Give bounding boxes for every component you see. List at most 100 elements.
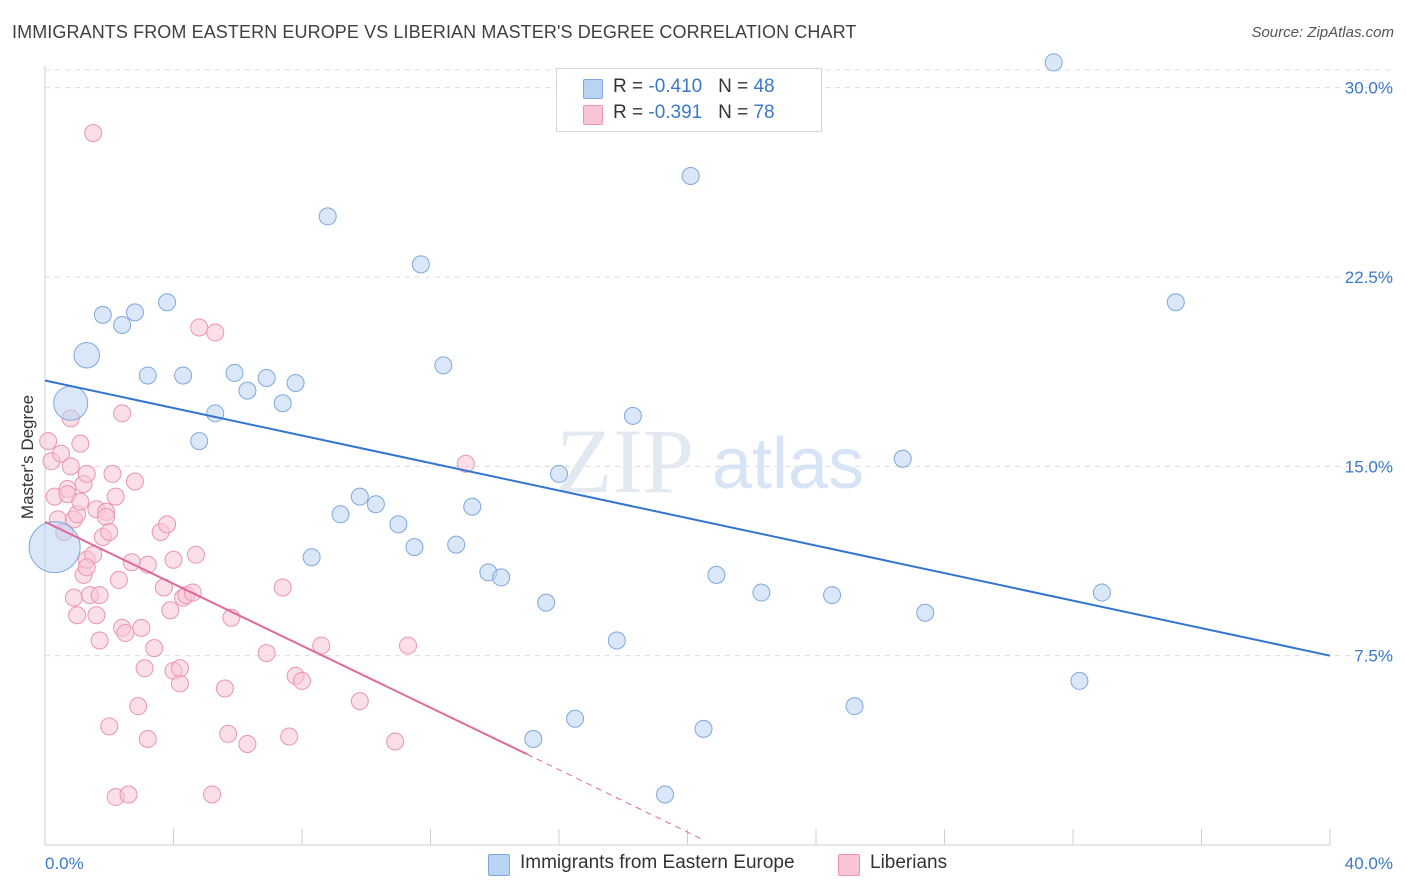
data-point-liberians [52,444,71,463]
data-point-eastern-europe [566,709,585,728]
data-point-liberians [386,732,405,751]
data-point-eastern-europe [190,432,209,451]
data-point-eastern-europe [893,449,912,468]
data-point-eastern-europe [916,603,935,622]
data-point-eastern-europe [707,565,726,584]
legend-r-label: R = [613,102,649,123]
data-point-liberians [215,679,234,698]
x-tick-label: 40.0% [1345,854,1393,873]
data-point-liberians [164,550,183,569]
data-point-liberians [273,578,292,597]
data-point-eastern-europe [434,356,453,375]
data-point-liberians [87,606,106,625]
data-point-eastern-europe [366,495,385,514]
legend-n-value: 78 [753,102,775,123]
x-tick-label: 0.0% [45,854,84,873]
data-point-liberians [138,729,157,748]
data-point-eastern-europe [492,568,511,587]
watermark: ZIP atlas [556,410,864,512]
trend-line-eastern-europe [44,379,1331,657]
data-point-liberians [77,558,96,577]
chart-title: IMMIGRANTS FROM EASTERN EUROPE VS LIBERI… [12,22,857,42]
data-point-liberians [399,636,418,655]
data-point-eastern-europe [331,505,350,524]
data-point-liberians [203,785,222,804]
data-point-liberians [125,472,144,491]
legend-n-label: N = [718,102,754,123]
data-point-eastern-europe [524,729,543,748]
data-point-eastern-europe [447,535,466,554]
y-tick-label: 15.0% [1345,457,1393,476]
data-point-eastern-europe [206,404,225,423]
data-point-eastern-europe [238,381,257,400]
y-axis-label: Master's Degree [18,395,37,519]
data-point-liberians [100,522,119,541]
legend-n-label: N = [718,76,754,97]
data-point-eastern-europe [607,631,626,650]
data-point-eastern-europe [694,719,713,738]
data-point-eastern-europe [286,374,305,393]
legend-r-value: -0.391 [648,102,703,123]
data-point-liberians [90,586,109,605]
y-tick-label: 22.5% [1345,268,1393,287]
watermark-zip: ZIP [556,410,694,512]
data-point-liberians [145,639,164,658]
data-point-eastern-europe [158,293,177,312]
data-point-eastern-europe [273,394,292,413]
data-point-liberians [61,457,80,476]
bottom-legend-label: Immigrants from Eastern Europe [520,852,795,873]
data-point-liberians [190,318,209,337]
trend-lines [44,379,1331,841]
source-label: Source: ZipAtlas.com [1251,24,1394,41]
data-point-eastern-europe [623,406,642,425]
data-point-eastern-europe [845,697,864,716]
y-tick-label: 30.0% [1345,79,1393,98]
legend-swatch-pink [583,105,603,125]
data-point-eastern-europe [1092,583,1111,602]
data-point-liberians [161,601,180,620]
y-tick-label: 7.5% [1354,647,1393,666]
data-point-eastern-europe [1166,293,1185,312]
data-point-liberians [456,454,475,473]
data-point-eastern-europe [550,464,568,483]
data-point-liberians [280,727,299,746]
tick-labels: 7.5% 15.0% 22.5% 30.0% 0.0% 40.0% [45,79,1393,873]
legend-swatch-blue [583,79,603,99]
data-point-liberians [100,717,119,736]
data-point-eastern-europe [257,368,276,387]
data-point-eastern-europe [823,586,842,605]
data-point-eastern-europe [405,538,424,557]
data-point-eastern-europe [752,583,771,602]
data-point-liberians [186,545,205,564]
data-point-liberians [206,323,225,342]
bottom-legend-label: Liberians [870,852,948,873]
trend-line-liberians [44,520,528,756]
data-point-eastern-europe [656,785,675,804]
data-point-liberians [71,434,90,453]
data-point-liberians [170,674,189,693]
data-point-eastern-europe [389,515,408,534]
data-point-liberians [219,724,238,743]
data-point-liberians [64,588,83,607]
bottom-legend-swatch-blue [488,854,510,876]
data-point-eastern-europe [53,385,89,421]
data-point-eastern-europe [73,342,101,369]
data-point-eastern-europe [174,366,193,385]
data-point-liberians [68,606,87,625]
data-point-eastern-europe [681,167,700,186]
data-point-eastern-europe [125,303,144,322]
data-point-eastern-europe [302,548,321,567]
eastern-europe-points [28,53,1185,804]
data-point-eastern-europe [350,487,369,506]
data-point-liberians [109,570,128,589]
data-point-liberians [158,515,177,534]
data-point-liberians [77,464,96,483]
data-point-eastern-europe [93,305,112,324]
data-point-eastern-europe [463,497,482,516]
data-point-liberians [350,692,369,711]
legend-r-label: R = [613,76,649,97]
data-point-eastern-europe [113,315,132,334]
data-point-liberians [132,618,151,637]
data-point-eastern-europe [225,363,244,382]
